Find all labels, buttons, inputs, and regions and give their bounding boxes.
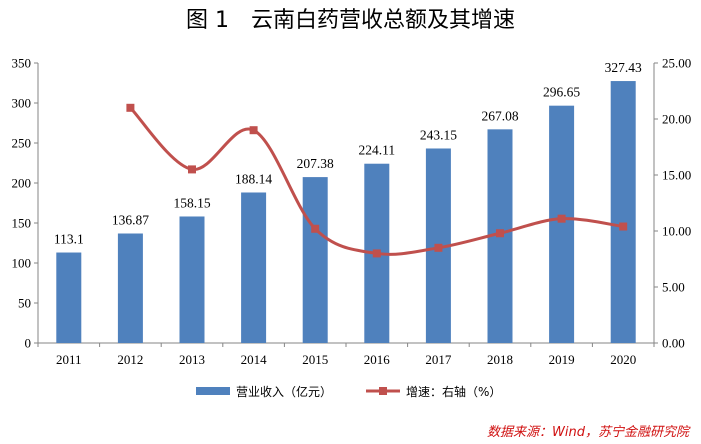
line-point — [619, 222, 628, 231]
right-tick-label: 0.00 — [662, 336, 685, 351]
line-point — [496, 229, 504, 238]
right-tick-label: 5.00 — [662, 280, 685, 295]
x-tick-label: 2018 — [487, 352, 513, 367]
bar — [117, 233, 143, 343]
growth-line — [129, 106, 624, 256]
bar-value-label: 296.65 — [543, 85, 580, 100]
bar-value-label: 207.38 — [297, 156, 334, 171]
left-tick-label: 150 — [12, 216, 32, 231]
bar-value-label: 136.87 — [112, 213, 149, 228]
bar — [179, 216, 205, 343]
left-tick-label: 0 — [25, 336, 32, 351]
bar — [549, 105, 575, 344]
line-point — [126, 103, 135, 112]
line-point — [372, 249, 381, 258]
x-tick-label: 2019 — [549, 352, 575, 367]
axes: 0 50 100 150 200 250 300 350 0.00 5.00 10.00 15.00 2… — [12, 56, 692, 368]
left-tick-label: 200 — [12, 176, 32, 191]
right-tick-label: 15.00 — [662, 168, 691, 183]
x-tick-label: 2020 — [610, 352, 636, 367]
x-tick-label: 2017 — [425, 352, 452, 367]
line-point — [311, 224, 320, 233]
x-tick-label: 2013 — [179, 352, 205, 367]
legend-bar-label: 营业收入（亿元） — [236, 384, 332, 399]
left-tick-label: 350 — [12, 56, 32, 71]
legend-line-marker — [379, 387, 387, 395]
left-tick-label: 50 — [18, 296, 31, 311]
x-tick-label: 2012 — [117, 352, 143, 367]
bar-value-label: 113.1 — [54, 232, 84, 247]
x-tick-label: 2014 — [241, 352, 268, 367]
x-tick-label: 2016 — [364, 352, 391, 367]
line-point — [557, 214, 566, 223]
bar-value-label: 188.14 — [235, 171, 272, 186]
right-tick-label: 10.00 — [662, 224, 691, 239]
chart-title: 图 1 云南白药营收总额及其增速 — [186, 8, 515, 33]
left-tick-label: 100 — [12, 256, 32, 271]
source-note: 数据来源：Wind，苏宁金融研究院 — [487, 425, 689, 440]
bar — [241, 192, 267, 343]
x-tick-label: 2015 — [302, 352, 328, 367]
line-point — [434, 243, 443, 252]
right-tick-label: 25.00 — [662, 56, 691, 71]
bar-value-label: 224.11 — [358, 143, 395, 158]
line-series — [126, 103, 628, 258]
data-labels: 113.1 136.87 158.15 188.14 207.38 224.11 243.1… — [54, 60, 642, 246]
right-tick-label: 20.00 — [662, 112, 691, 127]
left-tick-label: 300 — [12, 96, 32, 111]
line-point — [249, 126, 258, 135]
bar — [302, 177, 328, 343]
bar-value-label: 158.15 — [173, 195, 210, 210]
legend-line-label: 增速：右轴（%） — [406, 384, 501, 399]
left-tick-label: 250 — [12, 136, 32, 151]
x-tick-label: 2011 — [56, 352, 82, 367]
bar-value-label: 267.08 — [481, 108, 518, 123]
line-point — [188, 165, 196, 174]
legend: 营业收入（亿元） 增速：右轴（%） — [196, 384, 501, 399]
bar — [56, 252, 82, 343]
bar — [610, 81, 636, 343]
bar-value-label: 243.15 — [420, 127, 457, 142]
legend-bar-swatch — [196, 387, 230, 395]
bar-value-label: 327.43 — [605, 60, 642, 75]
